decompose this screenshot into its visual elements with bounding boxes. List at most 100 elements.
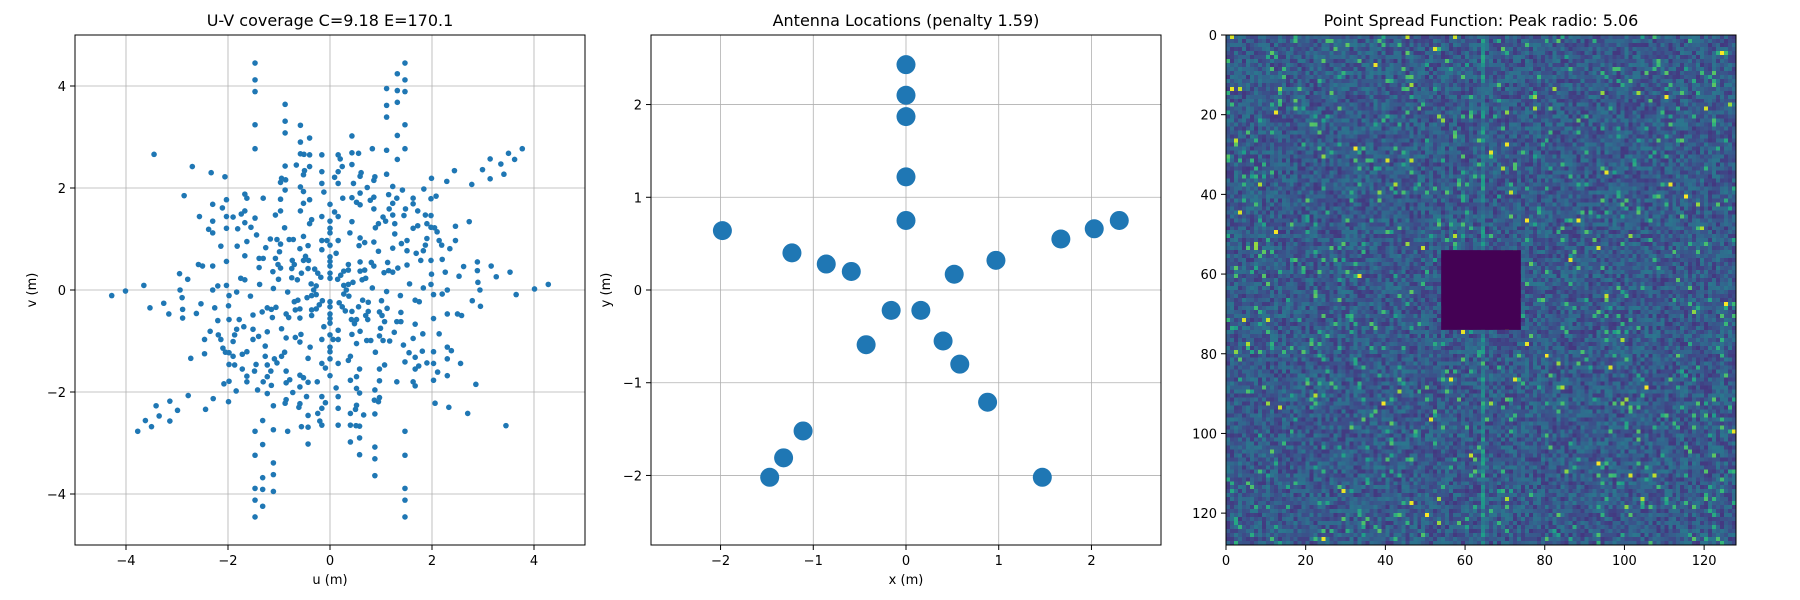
y-tick-label: −1	[623, 377, 642, 392]
uv-point	[353, 373, 360, 380]
x-tick-label: 80	[1536, 554, 1553, 569]
uv-point	[439, 291, 446, 297]
uv-point	[391, 220, 398, 227]
y-tick-label: 40	[1200, 188, 1217, 203]
uv-point	[233, 326, 240, 333]
uv-point	[318, 274, 324, 281]
uv-point	[308, 216, 315, 223]
uv-point	[436, 331, 442, 337]
uv-point	[394, 156, 401, 163]
uv-point	[339, 163, 346, 170]
uv-point	[251, 368, 258, 374]
uv-point	[432, 400, 438, 407]
uv-point	[352, 406, 359, 413]
uv-point	[422, 242, 429, 248]
uv-point	[238, 211, 245, 217]
uv-point	[298, 423, 305, 430]
uv-point	[308, 307, 315, 313]
uv-point	[477, 303, 484, 310]
uv-point	[321, 189, 327, 195]
uv-point	[487, 156, 493, 162]
uv-point	[134, 428, 141, 435]
uv-point	[419, 348, 426, 355]
uv-point	[230, 353, 236, 360]
uv-point	[273, 304, 279, 311]
uv-point	[410, 225, 416, 232]
antenna-locations-panel: Antenna Locations (penalty 1.59) −2 −1 0 1 2…	[599, 11, 1162, 588]
uv-point	[108, 292, 115, 299]
uv-point	[402, 485, 408, 492]
uv-point	[300, 188, 307, 195]
uv-point	[260, 195, 266, 201]
antenna-point	[896, 85, 916, 105]
uv-point	[410, 201, 416, 207]
uv-point	[345, 357, 352, 364]
y-tick-label: 60	[1200, 268, 1217, 283]
y-tick-label: 2	[58, 182, 66, 197]
uv-point	[156, 413, 162, 419]
uv-point	[274, 360, 280, 366]
uv-point	[420, 285, 427, 291]
antenna-point	[782, 243, 802, 263]
uv-point	[230, 338, 236, 345]
uv-point	[308, 312, 315, 319]
uv-point	[256, 281, 263, 288]
uv-point	[345, 261, 352, 268]
y-tick-label: 2	[634, 99, 642, 114]
uv-point	[327, 218, 333, 224]
uv-point	[250, 336, 256, 343]
uv-point	[293, 162, 300, 168]
uv-point	[254, 387, 261, 393]
uv-point	[545, 281, 552, 288]
uv-point	[301, 151, 307, 158]
uv-point	[385, 191, 392, 198]
uv-point	[300, 374, 307, 381]
uv-point	[410, 335, 416, 342]
uv-point	[428, 212, 434, 219]
uv-point	[313, 291, 320, 298]
antenna-point	[1084, 219, 1104, 239]
uv-point	[296, 404, 302, 411]
antenna-point	[896, 210, 916, 230]
uv-point	[122, 288, 129, 294]
uv-point	[345, 281, 352, 288]
y-axis-label: y (m)	[599, 273, 614, 308]
axis-ticks: −4 −2 0 2 4 −4 −2 0 2 4	[47, 80, 538, 569]
uv-point	[322, 365, 329, 371]
uv-point	[205, 226, 212, 233]
uv-point	[270, 268, 276, 275]
uv-point	[363, 337, 370, 344]
uv-point	[391, 231, 398, 237]
antenna-point	[1051, 229, 1071, 249]
uv-point	[519, 145, 526, 152]
uv-point	[259, 474, 266, 481]
uv-point	[343, 287, 350, 293]
uv-point	[349, 133, 355, 139]
uv-point	[226, 316, 232, 323]
uv-point	[372, 472, 378, 479]
uv-point	[448, 347, 455, 354]
uv-point	[319, 180, 325, 187]
uv-point	[327, 348, 333, 355]
uv-point	[179, 315, 186, 321]
uv-point	[226, 378, 232, 385]
uv-point	[357, 259, 363, 265]
uv-point	[236, 316, 243, 323]
uv-point	[327, 372, 333, 379]
uv-point	[375, 248, 382, 255]
uv-point	[282, 101, 288, 108]
uv-point	[384, 259, 391, 266]
uv-point	[231, 332, 238, 338]
uv-point	[402, 452, 408, 459]
uv-point	[389, 245, 396, 251]
uv-point	[383, 114, 390, 120]
uv-point	[451, 167, 458, 174]
uv-point	[277, 208, 284, 214]
uv-point	[319, 213, 325, 220]
uv-point	[308, 292, 315, 299]
x-tick-label: 2	[1087, 554, 1095, 569]
uv-point	[330, 336, 336, 343]
uv-point	[147, 305, 153, 311]
uv-point	[473, 381, 479, 388]
uv-point	[275, 276, 282, 283]
